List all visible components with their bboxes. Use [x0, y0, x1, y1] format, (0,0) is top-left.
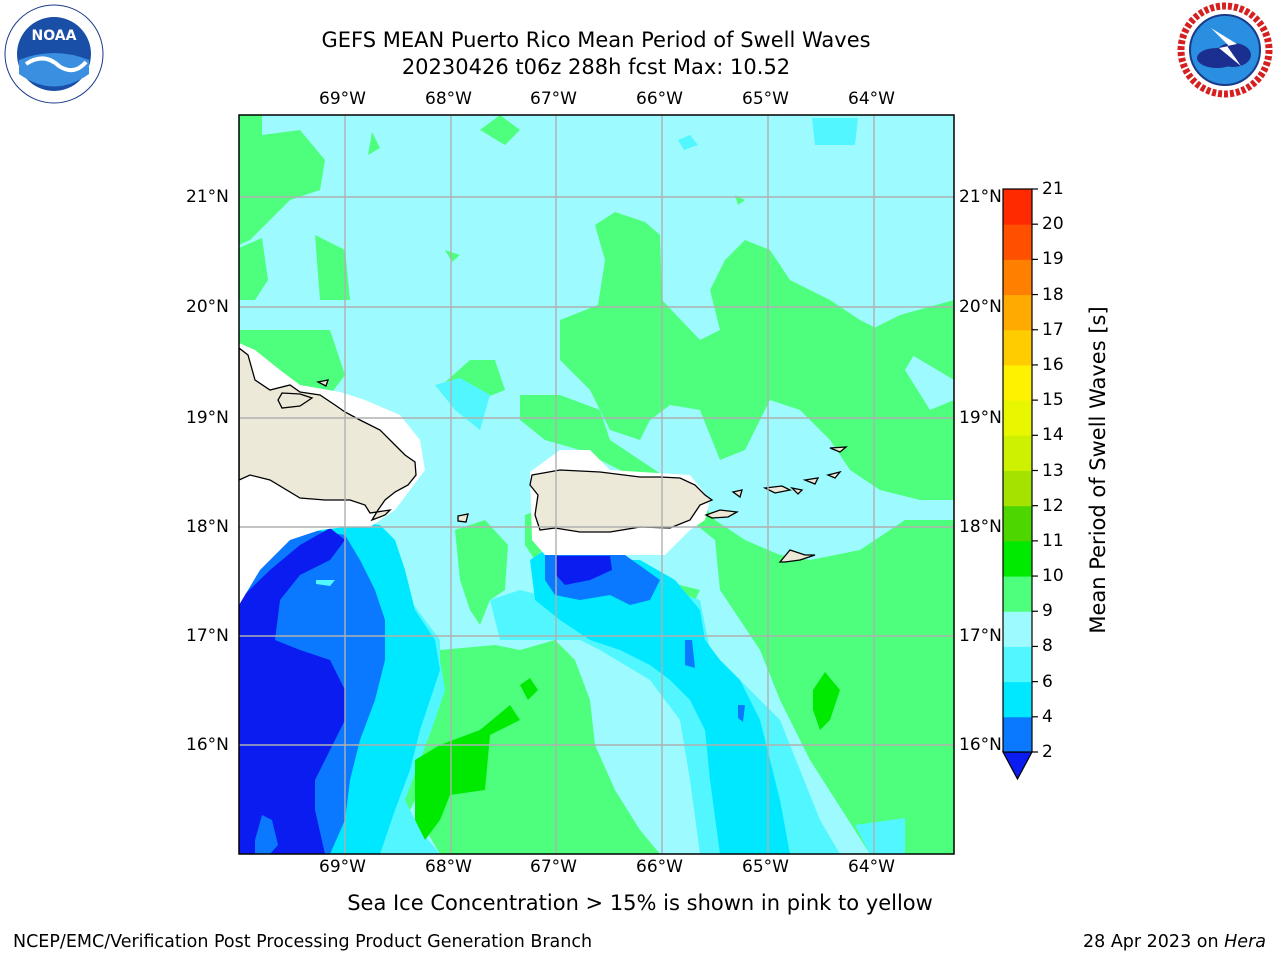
- map-frame: [238, 114, 955, 855]
- footer-date: 28 Apr 2023 on: [1083, 932, 1225, 952]
- colorbar-tick-label: 8: [1042, 636, 1053, 657]
- lat-label-left-19n: 19°N: [186, 408, 229, 428]
- lon-label-bottom-66w: 66°W: [636, 857, 683, 877]
- lon-label-top-65w: 65°W: [742, 89, 789, 109]
- colorbar-tick-label: 14: [1042, 425, 1064, 446]
- lat-label-right-16n: 16°N: [959, 735, 1002, 755]
- lon-label-top-67w: 67°W: [530, 89, 577, 109]
- colorbar-band: [1003, 435, 1032, 471]
- lon-label-bottom-69w: 69°W: [319, 857, 366, 877]
- colorbar-tick-label: 18: [1042, 284, 1064, 305]
- colorbar-tick-label: 13: [1042, 460, 1064, 481]
- colorbar-tick-label: 19: [1042, 249, 1064, 270]
- contour-9-10s: [239, 115, 954, 854]
- colorbar-band: [1003, 611, 1032, 647]
- colorbar-extend-low: [1001, 751, 1034, 781]
- colorbar-band: [1003, 716, 1032, 753]
- lat-label-right-19n: 19°N: [959, 408, 1002, 428]
- contour-below-2s: [239, 528, 612, 854]
- colorbar-band: [1003, 224, 1032, 260]
- lat-label-left-18n: 18°N: [186, 517, 229, 537]
- lat-label-left-16n: 16°N: [186, 735, 229, 755]
- colorbar-tick-label: 21: [1042, 179, 1064, 199]
- gridlines: [239, 115, 954, 854]
- colorbar-tick-label: 4: [1042, 706, 1053, 727]
- lon-label-top-68w: 68°W: [425, 89, 472, 109]
- colorbar-band: [1003, 259, 1032, 296]
- lat-label-left-20n: 20°N: [186, 297, 229, 317]
- mona-island: [457, 513, 469, 523]
- lon-label-bottom-68w: 68°W: [425, 857, 472, 877]
- vieques: [704, 509, 740, 519]
- colorbar-tick-label: 15: [1042, 390, 1064, 411]
- colorbar-tick-label: 6: [1042, 671, 1053, 692]
- colorbar-band: [1003, 294, 1032, 331]
- lat-label-left-21n: 21°N: [186, 187, 229, 207]
- colorbar-tick-label: 10: [1042, 566, 1064, 587]
- puerto-rico: [529, 469, 714, 533]
- lon-label-top-69w: 69°W: [319, 89, 366, 109]
- swell-period-field: [239, 115, 954, 854]
- noaa-logo-text: NOAA: [32, 28, 77, 44]
- hispaniola: [239, 347, 417, 522]
- colorbar-tick-label: 12: [1042, 495, 1064, 516]
- colorbar-band: [1003, 329, 1032, 366]
- colorbar-band: [1003, 470, 1032, 507]
- sea-ice-caption: Sea Ice Concentration > 15% is shown in …: [347, 891, 933, 915]
- colorbar-band: [1003, 540, 1032, 577]
- footer-left: NCEP/EMC/Verification Post Processing Pr…: [13, 932, 593, 952]
- noaa-logo: NOAA: [4, 4, 104, 104]
- footer-machine: Hera: [1224, 932, 1266, 952]
- colorbar-tick-label: 20: [1042, 214, 1064, 235]
- st-thomas: [762, 485, 792, 494]
- st-croix: [778, 549, 816, 563]
- colorbar: [1001, 188, 1038, 781]
- lon-label-top-64w: 64°W: [848, 89, 895, 109]
- lat-label-right-18n: 18°N: [959, 517, 1002, 537]
- colorbar-label: Mean Period of Swell Waves [s]: [1086, 306, 1110, 634]
- colorbar-tick-label: 16: [1042, 354, 1064, 375]
- colorbar-band: [1003, 576, 1032, 612]
- lat-label-right-17n: 17°N: [959, 626, 1002, 646]
- lon-label-bottom-65w: 65°W: [742, 857, 789, 877]
- chart-title-line1: GEFS MEAN Puerto Rico Mean Period of Swe…: [321, 28, 871, 52]
- colorbar-tick-label: 11: [1042, 530, 1064, 551]
- lon-label-bottom-64w: 64°W: [848, 857, 895, 877]
- footer-right: 28 Apr 2023 on Hera: [1083, 932, 1266, 952]
- colorbar-band: [1003, 189, 1032, 225]
- colorbar-tick-label: 9: [1042, 601, 1053, 622]
- colorbar-band: [1003, 400, 1032, 436]
- contour-10-11s: [415, 672, 840, 840]
- colorbar-frame: [1002, 188, 1033, 753]
- colorbar-tick-label: 2: [1042, 742, 1053, 762]
- nws-logo: [1175, 0, 1275, 100]
- colorbar-band: [1003, 364, 1032, 401]
- lon-label-top-66w: 66°W: [636, 89, 683, 109]
- land-masses: [239, 347, 848, 563]
- chart-title-line2: 20230426 t06z 288h fcst Max: 10.52: [401, 55, 791, 79]
- lon-label-bottom-67w: 67°W: [530, 857, 577, 877]
- anegada: [829, 446, 848, 453]
- colorbar-tick-label: 17: [1042, 319, 1064, 340]
- hispaniola-peninsula: [277, 392, 314, 409]
- lat-label-left-17n: 17°N: [186, 626, 229, 646]
- colorbar-band: [1003, 505, 1032, 542]
- colorbar-band: [1003, 646, 1032, 683]
- colorbar-band: [1003, 681, 1032, 718]
- lat-label-right-21n: 21°N: [959, 187, 1002, 207]
- lat-label-right-20n: 20°N: [959, 297, 1002, 317]
